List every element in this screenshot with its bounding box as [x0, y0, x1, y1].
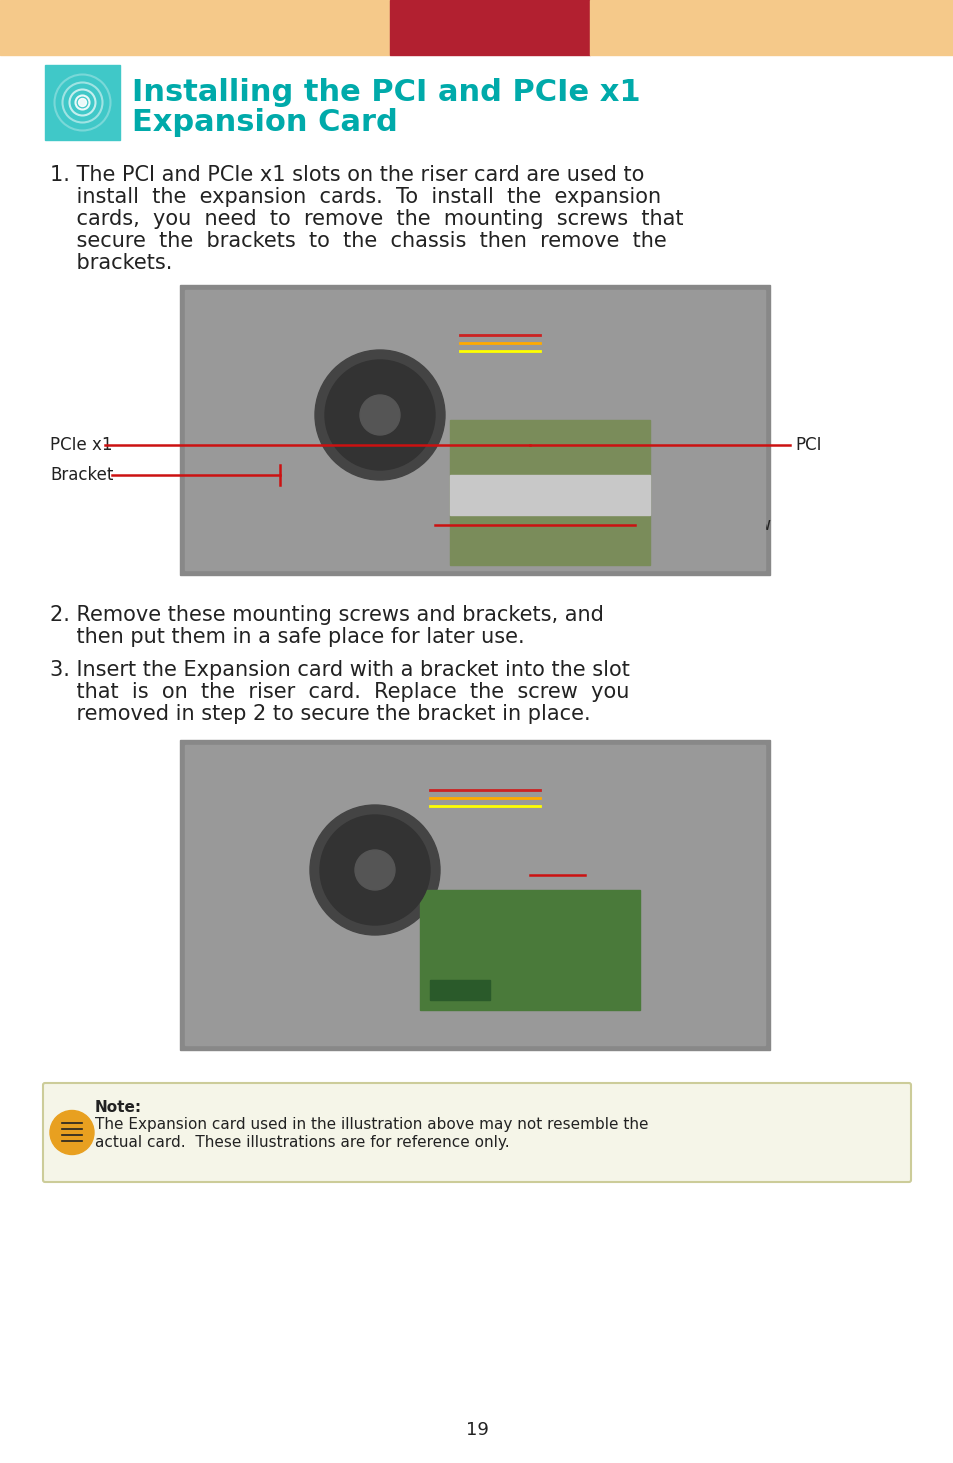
Text: Bracket: Bracket	[50, 467, 113, 484]
Circle shape	[78, 98, 87, 107]
Circle shape	[355, 850, 395, 890]
Circle shape	[325, 360, 435, 470]
Circle shape	[319, 815, 430, 925]
Bar	[180, 285, 769, 575]
Text: The Expansion card used in the illustration above may not resemble the: The Expansion card used in the illustrat…	[95, 1116, 648, 1132]
Text: Expansion card: Expansion card	[589, 866, 717, 884]
Text: then put them in a safe place for later use.: then put them in a safe place for later …	[50, 628, 524, 647]
Text: that  is  on  the  riser  card.  Replace  the  screw  you: that is on the riser card. Replace the s…	[50, 682, 629, 702]
Text: brackets.: brackets.	[50, 253, 172, 274]
Bar	[450, 475, 649, 515]
Circle shape	[50, 1110, 94, 1154]
Text: install  the  expansion  cards.  To  install  the  expansion: install the expansion cards. To install …	[50, 187, 660, 206]
Text: Installing the PCI and PCIe x1: Installing the PCI and PCIe x1	[132, 78, 640, 107]
Circle shape	[310, 805, 439, 935]
Text: 1. The PCI and PCIe x1 slots on the riser card are used to: 1. The PCI and PCIe x1 slots on the rise…	[50, 165, 643, 184]
Text: secure  the  brackets  to  the  chassis  then  remove  the: secure the brackets to the chassis then …	[50, 231, 666, 252]
Bar	[589, 0, 953, 56]
Bar	[45, 64, 120, 140]
Text: PCI: PCI	[794, 436, 821, 454]
Circle shape	[314, 350, 444, 480]
Text: 19: 19	[465, 1421, 488, 1440]
Bar	[0, 0, 390, 56]
Text: Expansion Card: Expansion Card	[132, 108, 397, 138]
Text: PCIe x1: PCIe x1	[50, 436, 112, 454]
FancyBboxPatch shape	[43, 1083, 910, 1182]
Text: actual card.  These illustrations are for reference only.: actual card. These illustrations are for…	[95, 1135, 509, 1150]
Text: cards,  you  need  to  remove  the  mounting  screws  that: cards, you need to remove the mounting s…	[50, 209, 682, 230]
Text: 2. Remove these mounting screws and brackets, and: 2. Remove these mounting screws and brac…	[50, 606, 603, 625]
Text: removed in step 2 to secure the bracket in place.: removed in step 2 to secure the bracket …	[50, 704, 590, 724]
Bar	[450, 420, 649, 565]
Text: Note:: Note:	[95, 1100, 142, 1115]
Text: Mounting screw: Mounting screw	[639, 516, 770, 534]
Circle shape	[359, 395, 399, 435]
Bar	[185, 745, 764, 1045]
Bar	[185, 290, 764, 571]
Bar	[390, 0, 589, 56]
Bar	[430, 980, 490, 1001]
Bar	[419, 890, 639, 1009]
Bar	[180, 740, 769, 1050]
Text: 3. Insert the Expansion card with a bracket into the slot: 3. Insert the Expansion card with a brac…	[50, 660, 629, 680]
